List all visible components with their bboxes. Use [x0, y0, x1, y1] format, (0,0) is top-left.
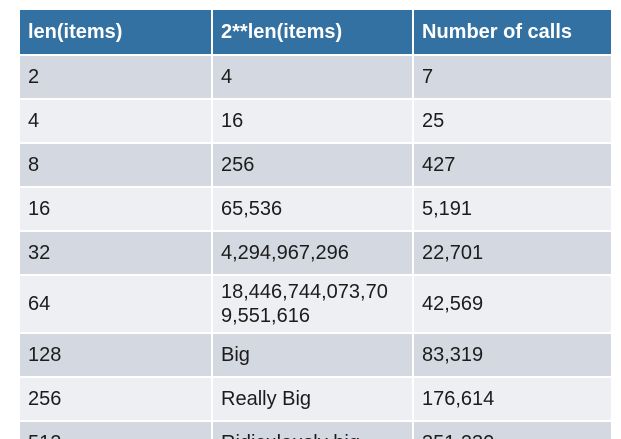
table-cell: 22,701	[414, 232, 611, 274]
table-row: 256 Really Big 176,614	[20, 378, 611, 420]
table-cell: 65,536	[213, 188, 412, 230]
table-cell: 64	[20, 276, 211, 332]
column-header-number-of-calls: Number of calls	[414, 10, 611, 54]
table-cell: 7	[414, 56, 611, 98]
table-row: 128 Big 83,319	[20, 334, 611, 376]
table-cell: 512	[20, 422, 211, 439]
table-cell: 4	[20, 100, 211, 142]
table-cell: Big	[213, 334, 412, 376]
table-cell: 83,319	[414, 334, 611, 376]
column-header-two-pow-len-items: 2**len(items)	[213, 10, 412, 54]
table-cell: Really Big	[213, 378, 412, 420]
table-cell: 351,230	[414, 422, 611, 439]
table-cell: 18,446,744,073,709,551,616	[213, 276, 412, 332]
table-cell: 5,191	[414, 188, 611, 230]
table-cell: 16	[213, 100, 412, 142]
table-row: 32 4,294,967,296 22,701	[20, 232, 611, 274]
table-cell: 32	[20, 232, 211, 274]
table-cell: 427	[414, 144, 611, 186]
table-cell: 42,569	[414, 276, 611, 332]
table-cell: 256	[213, 144, 412, 186]
table-row: 8 256 427	[20, 144, 611, 186]
column-header-len-items: len(items)	[20, 10, 211, 54]
table-header-row: len(items) 2**len(items) Number of calls	[20, 10, 611, 54]
table-row: 512Ridiculously big351,230	[20, 422, 611, 439]
table-cell: 2	[20, 56, 211, 98]
table-cell: 128	[20, 334, 211, 376]
table-row: 64 18,446,744,073,709,551,616 42,569	[20, 276, 611, 332]
table-cell: 176,614	[414, 378, 611, 420]
table-cell: 25	[414, 100, 611, 142]
table-cell: 8	[20, 144, 211, 186]
table-row: 4 16 25	[20, 100, 611, 142]
table-row: 16 65,536 5,191	[20, 188, 611, 230]
table-cell: Ridiculously big	[213, 422, 412, 439]
recursion-calls-table: len(items) 2**len(items) Number of calls…	[18, 8, 613, 439]
table-cell: 16	[20, 188, 211, 230]
table-cell: 256	[20, 378, 211, 420]
table-cell: 4	[213, 56, 412, 98]
table-body: 2 4 7 4 16 25 8 256 427 16 65,536 5,191 32 4,294,967,…	[20, 56, 611, 439]
table-cell: 4,294,967,296	[213, 232, 412, 274]
